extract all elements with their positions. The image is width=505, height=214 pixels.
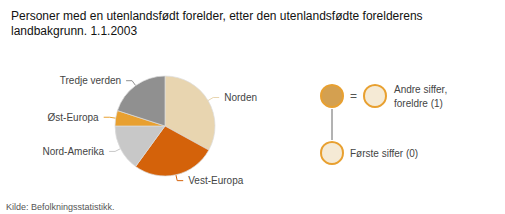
svg-text:foreldre (1): foreldre (1) <box>394 98 443 109</box>
svg-text:=: = <box>350 89 357 103</box>
svg-text:Kilde: Befolkningsstatistikk.: Kilde: Befolkningsstatistikk. <box>6 202 115 212</box>
svg-text:Øst-Europa: Øst-Europa <box>48 112 100 123</box>
svg-text:Nord-Amerika: Nord-Amerika <box>42 146 104 157</box>
svg-text:Vest-Europa: Vest-Europa <box>188 175 243 186</box>
svg-text:landbakgrunn. 1.1.2003: landbakgrunn. 1.1.2003 <box>11 24 137 38</box>
svg-text:Personer med en utenlandsfødt: Personer med en utenlandsfødt forelder, … <box>11 9 426 23</box>
svg-text:Tredje verden: Tredje verden <box>60 75 121 86</box>
svg-text:Første siffer (0): Første siffer (0) <box>350 148 418 159</box>
svg-text:Andre siffer,: Andre siffer, <box>394 84 447 95</box>
svg-text:Norden: Norden <box>224 92 257 103</box>
